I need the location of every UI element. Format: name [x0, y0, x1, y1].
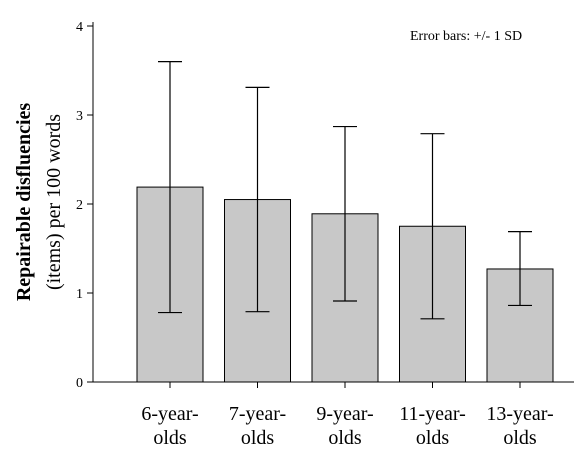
- y-axis-title: Repairable disfluencies (items) per 100 …: [13, 103, 65, 302]
- category-label-line1: 13-year-: [486, 403, 553, 425]
- y-tick-label: 4: [76, 20, 83, 35]
- x-axis: [93, 381, 574, 388]
- y-tick-label: 2: [76, 198, 83, 213]
- y-axis-title-line2: (items) per 100 words: [43, 114, 65, 290]
- category-label-line2: olds: [241, 427, 275, 449]
- error-bar-note: Error bars: +/- 1 SD: [410, 29, 522, 44]
- category-labels: 6-year-olds7-year-olds9-year-olds11-year…: [141, 403, 553, 449]
- category-label-line2: olds: [328, 427, 362, 449]
- category-label-line2: olds: [153, 427, 187, 449]
- y-tick-label: 0: [76, 376, 83, 391]
- category-label-line1: 6-year-: [141, 403, 198, 425]
- category-label-line1: 7-year-: [229, 403, 286, 425]
- error-bars: [158, 60, 532, 320]
- category-label-line1: 9-year-: [316, 403, 373, 425]
- y-axis-title-line1: Repairable disfluencies: [13, 103, 35, 302]
- y-axis: 0 1 2 3 4: [76, 20, 94, 391]
- category-label-line2: olds: [503, 427, 537, 449]
- y-tick-label: 1: [76, 287, 83, 302]
- category-label-line1: 11-year-: [399, 403, 466, 425]
- y-tick-label: 3: [76, 109, 83, 124]
- category-label-line2: olds: [416, 427, 450, 449]
